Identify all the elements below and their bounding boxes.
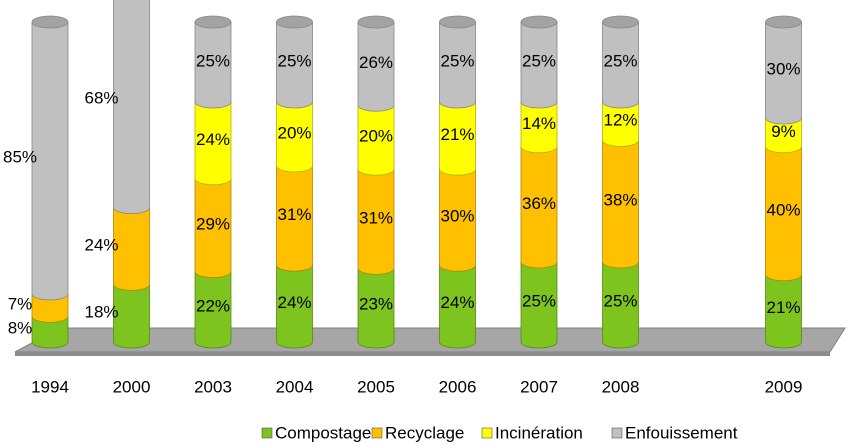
bar-segment [357, 168, 395, 275]
data-label: 9% [771, 122, 796, 141]
bar-top [357, 15, 395, 29]
data-label: 25% [196, 51, 230, 70]
floor-edge [15, 352, 830, 356]
data-label: 25% [603, 291, 637, 310]
x-tick-label: 2000 [113, 377, 151, 396]
bar-segment [439, 21, 476, 109]
data-label: 20% [359, 127, 393, 146]
bar-segment [113, 207, 150, 291]
x-tick-label: 2007 [520, 377, 558, 396]
data-label: 18% [84, 303, 118, 322]
x-tick-label: 2004 [276, 377, 314, 396]
data-label: 24% [277, 293, 311, 312]
data-label: 38% [603, 191, 637, 210]
data-label: 7% [8, 295, 33, 314]
bar-segment [194, 271, 232, 349]
bar-top [602, 15, 639, 29]
data-label: 24% [440, 293, 474, 312]
legend-label: Compostage [275, 423, 371, 442]
bar-segment [113, 0, 150, 214]
data-label: 25% [440, 51, 474, 70]
bar-segment [31, 316, 69, 349]
bar-segment [194, 21, 232, 109]
data-label: 25% [522, 291, 556, 310]
data-label: 25% [522, 51, 556, 70]
bar-top [276, 15, 313, 29]
bar-segment [520, 146, 558, 269]
bar-segment [765, 21, 802, 125]
bar-segment [602, 21, 639, 109]
data-label: 21% [766, 298, 800, 317]
legend-swatch [371, 427, 383, 439]
data-label: 40% [766, 200, 800, 219]
bar-segment [520, 261, 558, 349]
bar-segment [439, 264, 476, 349]
bar-segment [765, 117, 802, 154]
bar-top [31, 15, 69, 29]
data-label: 25% [277, 51, 311, 70]
bar-segment [602, 261, 639, 349]
bar-segment [113, 284, 150, 349]
bar-segment [765, 274, 802, 349]
bar-segment [439, 168, 476, 272]
bar-segment [357, 104, 395, 176]
bar-segment [765, 146, 802, 282]
data-label: 21% [440, 125, 474, 144]
data-label: 12% [603, 111, 637, 130]
data-label: 68% [84, 88, 118, 107]
bar-segment [602, 140, 639, 269]
x-tick-label: 2003 [194, 377, 232, 396]
data-label: 14% [522, 114, 556, 133]
data-label: 24% [196, 130, 230, 149]
bar-segment [357, 21, 395, 112]
bar-segment [520, 101, 558, 154]
legend-label: Incinération [495, 423, 583, 442]
bar-top [439, 15, 476, 29]
data-label: 26% [359, 53, 393, 72]
data-label: 8% [8, 319, 33, 338]
data-label: 36% [522, 194, 556, 213]
data-label: 31% [277, 205, 311, 224]
data-label: 29% [196, 215, 230, 234]
data-label: 85% [3, 147, 37, 166]
bar-top [520, 15, 558, 29]
bar-segment [194, 101, 232, 186]
data-label: 23% [359, 295, 393, 314]
bar-segment [602, 101, 639, 147]
bar-segment [31, 21, 69, 301]
bar-segment [276, 21, 313, 109]
x-tick-label: 2009 [765, 377, 803, 396]
data-label: 30% [440, 207, 474, 226]
bar-segment [31, 293, 69, 323]
bar-segment [357, 268, 395, 349]
data-label: 30% [766, 59, 800, 78]
data-label: 31% [359, 208, 393, 227]
x-tick-label: 2006 [439, 377, 477, 396]
bar-segment [439, 101, 476, 176]
legend-swatch [611, 427, 623, 439]
x-tick-label: 2008 [602, 377, 640, 396]
bar-segment [520, 21, 558, 109]
bar-segment [276, 165, 313, 272]
legend-swatch [481, 427, 493, 439]
legend-label: Recyclage [385, 423, 464, 442]
x-tick-label: 1994 [31, 377, 69, 396]
x-tick-label: 2005 [357, 377, 395, 396]
bar-segment [194, 178, 232, 278]
bar-top [194, 15, 232, 29]
legend-label: Enfouissement [625, 423, 738, 442]
data-label: 22% [196, 296, 230, 315]
data-label: 25% [603, 51, 637, 70]
data-label: 24% [84, 235, 118, 254]
bar-segment [276, 101, 313, 173]
data-label: 20% [277, 123, 311, 142]
bar-top [765, 15, 802, 29]
legend-swatch [261, 427, 273, 439]
bar-segment [276, 264, 313, 349]
